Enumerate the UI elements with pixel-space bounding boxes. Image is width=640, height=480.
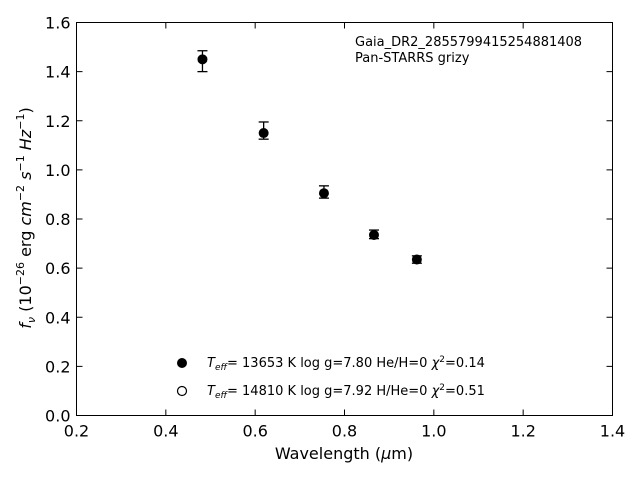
x-tick-label: 0.8 (332, 422, 357, 441)
data-point (318, 188, 329, 199)
legend-entry-2: Teff= 14810 K log g=7.92 H/He=0 χ2=0.51 (207, 383, 485, 401)
y-tick-label: 0.2 (45, 357, 70, 376)
y-tick-label: 0.4 (45, 308, 70, 327)
plot-frame (76, 22, 613, 416)
data-point (368, 229, 379, 240)
data-point (258, 128, 269, 139)
x-tick-label: 0.4 (153, 422, 178, 441)
y-tick-label: 1.0 (45, 161, 70, 180)
axis-ticks: 0.2 0.4 0.6 0.8 1.0 1.2 1.40.00.20.40.60.81.01… (45, 14, 625, 441)
legend-marker-open (176, 385, 188, 397)
data-points (197, 50, 422, 265)
y-tick-label: 0.6 (45, 259, 70, 278)
x-tick-label: 1.2 (510, 422, 535, 441)
legend-marker-filled (177, 358, 187, 368)
x-tick-label: 0.2 (64, 422, 89, 441)
data-point (197, 54, 208, 65)
x-tick-label: 1.4 (600, 422, 625, 441)
annotation-object: Gaia_DR2_2855799415254881408 (355, 35, 582, 50)
y-tick-label: 1.6 (45, 14, 70, 33)
y-axis-label: fν (10−26 erg cm−2 s−1 Hz−1) (14, 107, 38, 328)
y-tick-label: 0.0 (45, 407, 70, 426)
y-tick-label: 0.8 (45, 210, 70, 229)
annotation-photometry: Pan-STARRS grizy (355, 51, 470, 66)
x-tick-label: 0.6 (242, 422, 267, 441)
data-point (411, 254, 422, 265)
legend: Teff= 13653 K log g=7.80 He/H=0 χ2=0.14 … (176, 355, 485, 401)
x-axis-label: Wavelength (μm) (275, 444, 413, 463)
x-tick-label: 1.0 (421, 422, 446, 441)
y-tick-label: 1.4 (45, 63, 70, 82)
y-tick-label: 1.2 (45, 112, 70, 131)
legend-entry-1: Teff= 13653 K log g=7.80 He/H=0 χ2=0.14 (207, 355, 485, 373)
